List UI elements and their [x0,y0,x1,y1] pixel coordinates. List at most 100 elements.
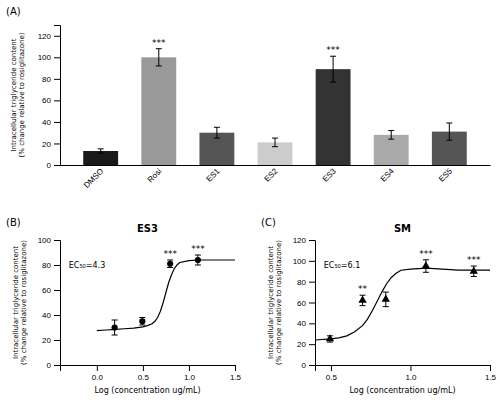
tick: 120 [38,32,60,41]
panel: DMSORosiES1ES2ES3ES4ES5020406080100120**… [6,6,491,190]
error-bar [98,149,104,153]
tick: ES1 [204,165,221,184]
tick: 0 [47,361,60,370]
tick-label: 20 [42,140,51,149]
marks [315,260,490,342]
axis: 020406080100 [38,236,61,370]
panel: 0.00.51.01.5020406080100EC₅₀=4.3******ES… [6,217,242,395]
tick: 0.5 [138,365,150,382]
tick-label: 20 [42,336,51,345]
tick-mark [54,143,60,144]
annotation: EC₅₀=4.3 [69,261,105,270]
tick: 80 [42,261,60,270]
point [139,318,145,324]
axis: DMSORosiES1ES2ES3ES4ES5 [61,165,491,190]
tick-mark [309,303,315,304]
y-axis-label: Intracellular triglyceride content(% cha… [10,32,26,157]
point [326,334,334,341]
tick-label: 1.5 [485,373,497,382]
point [382,295,390,302]
error-bar [139,318,145,326]
tick-mark [54,100,60,101]
error-bar [446,123,452,140]
axis-line [316,366,491,372]
tick: ES3 [321,165,338,184]
tick-mark [309,344,315,345]
point [422,261,430,268]
y-axis-label-line: (% change relative to rosiglitazone) [20,240,28,365]
annotation: *** [326,45,340,55]
tick-mark [54,165,60,166]
point [195,257,201,263]
axis-line [54,241,61,366]
tick-label: 60 [297,299,306,308]
error-bar [156,49,162,66]
tick-label: 60 [42,286,51,295]
annotation: *** [467,255,481,265]
title: ES3 [137,223,158,234]
tick: 20 [42,140,60,149]
marks [83,49,467,165]
tick-mark [309,240,315,241]
panel-label: (C) [261,217,276,228]
bar [316,69,351,165]
tick: 0 [302,361,315,370]
tick-mark [410,365,411,371]
tick-label: 40 [297,319,306,328]
tick: 60 [42,286,60,295]
tick: 120 [293,236,315,245]
tick-label: 80 [42,261,51,270]
axis: 0.00.51.01.5 [61,365,242,382]
tick: 60 [297,299,315,308]
axis: 020406080100120 [293,236,316,370]
tick: 1.5 [230,365,242,382]
point [167,261,173,267]
tick: 100 [38,53,60,62]
axis-line [61,366,236,372]
tick: 20 [297,340,315,349]
tick: 40 [42,118,60,127]
annotation: *** [152,38,166,48]
tick-mark [331,365,332,371]
annotation: ** [358,284,368,294]
tick-mark [54,265,60,266]
error-bar [330,56,336,82]
tick: 80 [42,75,60,84]
tick-label: 40 [42,311,51,320]
tick-mark [235,365,236,371]
error-bar [195,255,201,265]
tick-mark [54,340,60,341]
tick: ES4 [379,165,396,184]
tick-mark [54,122,60,123]
y-axis-label-line: Intracellular triglyceride content [10,38,18,151]
x-axis-label: Log (concentration ug/mL) [349,386,455,395]
tick: 0.5 [326,365,338,382]
tick-mark [189,365,190,371]
tick-label: 120 [293,236,307,245]
point [112,324,118,330]
annotation: *** [163,249,177,259]
tick-mark [97,365,98,371]
panel: 0.51.01.5020406080100120EC₅₀=6.1********… [261,217,497,395]
axis-line [309,241,316,366]
axis: 020406080100120 [38,26,61,171]
tick-label: 0 [47,361,52,370]
tick-mark [54,365,60,366]
tick-mark [143,365,144,371]
y-axis-label: Intracellular triglyceride content(% cha… [267,240,283,365]
point [358,296,366,303]
tick-label: 1.0 [184,373,196,382]
tick: 100 [293,257,315,266]
annotation: EC₅₀=6.1 [324,261,360,270]
y-axis-label: Intracellular triglyceride content(% cha… [12,240,28,365]
tick-label: Rosi [146,167,164,185]
tick: ES5 [437,165,454,184]
point [470,266,478,273]
tick-mark [309,282,315,283]
tick-label: ES3 [321,166,338,183]
tick: 40 [42,311,60,320]
tick-label: ES4 [379,166,396,183]
tick: 1.0 [405,365,417,382]
y-axis-label-line: (% change relative to rosiglitazone) [275,240,283,365]
panel-label: (A) [6,6,21,17]
